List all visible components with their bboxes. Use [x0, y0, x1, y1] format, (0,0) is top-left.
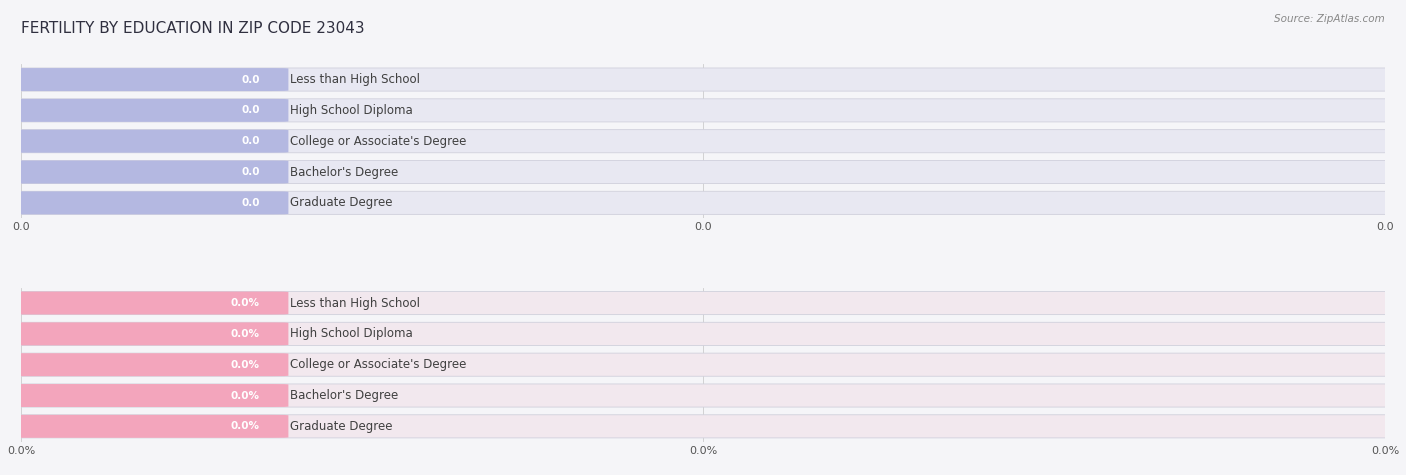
- FancyBboxPatch shape: [1, 292, 1405, 314]
- Text: 0.0: 0.0: [242, 167, 260, 177]
- Text: Bachelor's Degree: Bachelor's Degree: [290, 165, 398, 179]
- Text: 0.0: 0.0: [242, 198, 260, 208]
- Text: Less than High School: Less than High School: [290, 73, 420, 86]
- Text: Less than High School: Less than High School: [290, 296, 420, 310]
- FancyBboxPatch shape: [1, 130, 1405, 153]
- FancyBboxPatch shape: [6, 292, 288, 314]
- FancyBboxPatch shape: [6, 130, 288, 152]
- FancyBboxPatch shape: [6, 384, 288, 407]
- Text: Graduate Degree: Graduate Degree: [290, 420, 392, 433]
- Text: 0.0%: 0.0%: [231, 421, 260, 431]
- FancyBboxPatch shape: [1, 99, 1405, 122]
- Text: 0.0%: 0.0%: [231, 329, 260, 339]
- FancyBboxPatch shape: [1, 323, 1405, 345]
- Text: 0.0%: 0.0%: [231, 360, 260, 370]
- FancyBboxPatch shape: [6, 191, 288, 214]
- FancyBboxPatch shape: [6, 353, 288, 376]
- FancyBboxPatch shape: [6, 99, 288, 122]
- Text: 0.0%: 0.0%: [231, 298, 260, 308]
- FancyBboxPatch shape: [6, 415, 288, 438]
- FancyBboxPatch shape: [1, 161, 1405, 183]
- Text: High School Diploma: High School Diploma: [290, 327, 412, 341]
- FancyBboxPatch shape: [1, 415, 1405, 438]
- Text: 0.0%: 0.0%: [231, 390, 260, 400]
- FancyBboxPatch shape: [6, 323, 288, 345]
- FancyBboxPatch shape: [6, 161, 288, 183]
- Text: 0.0: 0.0: [242, 75, 260, 85]
- Text: College or Associate's Degree: College or Associate's Degree: [290, 135, 467, 148]
- Text: College or Associate's Degree: College or Associate's Degree: [290, 358, 467, 371]
- Text: Graduate Degree: Graduate Degree: [290, 196, 392, 209]
- FancyBboxPatch shape: [1, 384, 1405, 407]
- Text: 0.0: 0.0: [242, 136, 260, 146]
- Text: Bachelor's Degree: Bachelor's Degree: [290, 389, 398, 402]
- Text: High School Diploma: High School Diploma: [290, 104, 412, 117]
- Text: Source: ZipAtlas.com: Source: ZipAtlas.com: [1274, 14, 1385, 24]
- FancyBboxPatch shape: [1, 191, 1405, 214]
- FancyBboxPatch shape: [1, 353, 1405, 376]
- FancyBboxPatch shape: [6, 68, 288, 91]
- FancyBboxPatch shape: [1, 68, 1405, 91]
- Text: 0.0: 0.0: [242, 105, 260, 115]
- Text: FERTILITY BY EDUCATION IN ZIP CODE 23043: FERTILITY BY EDUCATION IN ZIP CODE 23043: [21, 21, 364, 37]
